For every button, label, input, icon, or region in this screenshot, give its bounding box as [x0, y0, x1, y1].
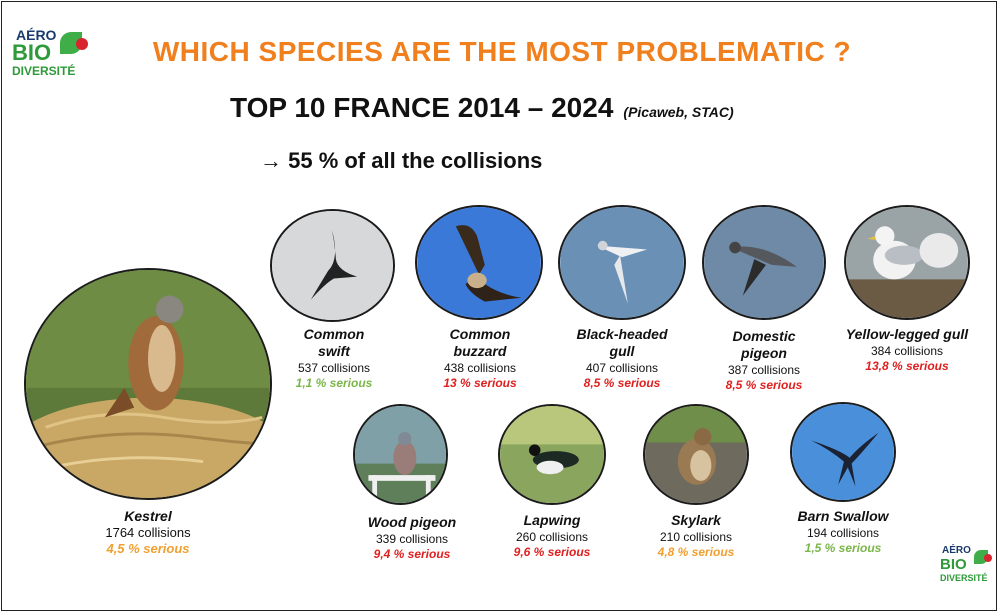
- yl-gull-photo: [844, 205, 970, 320]
- species-name-line2: buzzard: [453, 343, 507, 359]
- species-name: Common: [449, 326, 511, 342]
- aero-bio-diversite-logo: AÉRO BIO DIVERSITÉ: [12, 22, 92, 82]
- species-label-yellow-legged-gull: Yellow-legged gull 384 collisions 13,8 %…: [828, 326, 986, 374]
- serious-rate: 4,8 % serious: [657, 545, 735, 559]
- slide-title: WHICH SPECIES ARE THE MOST PROBLEMATIC ?: [152, 36, 852, 67]
- collision-count: 407 collisions: [585, 361, 659, 375]
- species-name: Skylark: [671, 512, 721, 528]
- logo-line-diversite: DIVERSITÉ: [12, 64, 76, 78]
- logo-line-aero: AÉRO: [942, 545, 971, 556]
- logo-line-aero: AÉRO: [16, 27, 57, 43]
- subtitle-main: TOP 10 FRANCE 2014 – 2024: [230, 92, 614, 123]
- species-label-domestic-pigeon: Domestic pigeon 387 collisions 8,5 % ser…: [694, 328, 834, 393]
- subtitle: TOP 10 FRANCE 2014 – 2024 (Picaweb, STAC): [230, 92, 734, 124]
- collision-count: 210 collisions: [659, 530, 733, 544]
- collision-count: 438 collisions: [443, 361, 517, 375]
- logo-line-bio: BIO: [940, 556, 967, 573]
- swallow-photo: [790, 402, 896, 502]
- collision-count: 339 collisions: [375, 532, 449, 546]
- kestrel-photo: [24, 268, 272, 500]
- species-name-line2: swift: [318, 343, 350, 359]
- highlight-line: → 55 % of all the collisions: [260, 148, 543, 173]
- serious-rate: 9,4 % serious: [373, 547, 451, 561]
- species-name: Lapwing: [523, 512, 581, 528]
- serious-rate: 8,5 % serious: [583, 376, 661, 390]
- species-label-black-headed-gull: Black-headed gull 407 collisions 8,5 % s…: [551, 326, 693, 391]
- swift-photo: [270, 209, 395, 322]
- species-label-common-buzzard: Common buzzard 438 collisions 13 % serio…: [410, 326, 550, 391]
- collision-count: 537 collisions: [297, 361, 371, 375]
- leaf-icon: [60, 32, 82, 54]
- species-name: Kestrel: [124, 508, 172, 524]
- collision-count: 260 collisions: [515, 530, 589, 544]
- species-name: Domestic: [732, 328, 796, 344]
- logo-line-diversite: DIVERSITÉ: [940, 573, 988, 583]
- species-label-barn-swallow: Barn Swallow 194 collisions 1,5 % seriou…: [773, 508, 913, 556]
- species-label-kestrel: Kestrel 1764 collisions 4,5 % serious: [58, 508, 238, 556]
- logo-line-bio: BIO: [12, 40, 52, 65]
- serious-rate: 9,6 % serious: [513, 545, 591, 559]
- species-label-wood-pigeon: Wood pigeon 339 collisions 9,4 % serious: [342, 514, 482, 562]
- species-name: Yellow-legged gull: [845, 326, 969, 342]
- aero-bio-diversite-logo-small: AÉRO BIO DIVERSITÉ: [940, 544, 996, 588]
- collision-count: 387 collisions: [727, 363, 801, 377]
- species-name-line2: pigeon: [741, 345, 787, 361]
- buzzard-photo: [415, 205, 543, 320]
- gull-photo: [558, 205, 686, 320]
- collision-count: 194 collisions: [806, 526, 880, 540]
- ladybug-icon: [984, 554, 992, 562]
- serious-rate: 1,1 % serious: [295, 376, 373, 390]
- skylark-photo: [643, 404, 749, 505]
- collision-count: 1764 collisions: [105, 525, 191, 540]
- species-name: Black-headed: [576, 326, 668, 342]
- species-label-skylark: Skylark 210 collisions 4,8 % serious: [626, 512, 766, 560]
- species-name: Common: [303, 326, 365, 342]
- serious-rate: 13,8 % serious: [865, 359, 949, 373]
- lapwing-photo: [498, 404, 606, 505]
- serious-rate: 1,5 % serious: [804, 541, 882, 555]
- ladybug-icon: [76, 38, 88, 50]
- subtitle-source: (Picaweb, STAC): [623, 104, 734, 120]
- serious-rate: 8,5 % serious: [725, 378, 803, 392]
- species-name: Barn Swallow: [797, 508, 889, 524]
- wood-pigeon-photo: [353, 404, 448, 505]
- collision-count: 384 collisions: [870, 344, 944, 358]
- pigeon-photo: [702, 205, 826, 320]
- species-name: Wood pigeon: [367, 514, 457, 530]
- species-name-line2: gull: [609, 343, 635, 359]
- serious-rate: 4,5 % serious: [106, 541, 190, 556]
- species-label-lapwing: Lapwing 260 collisions 9,6 % serious: [482, 512, 622, 560]
- species-label-common-swift: Common swift 537 collisions 1,1 % seriou…: [264, 326, 404, 391]
- serious-rate: 13 % serious: [443, 376, 517, 390]
